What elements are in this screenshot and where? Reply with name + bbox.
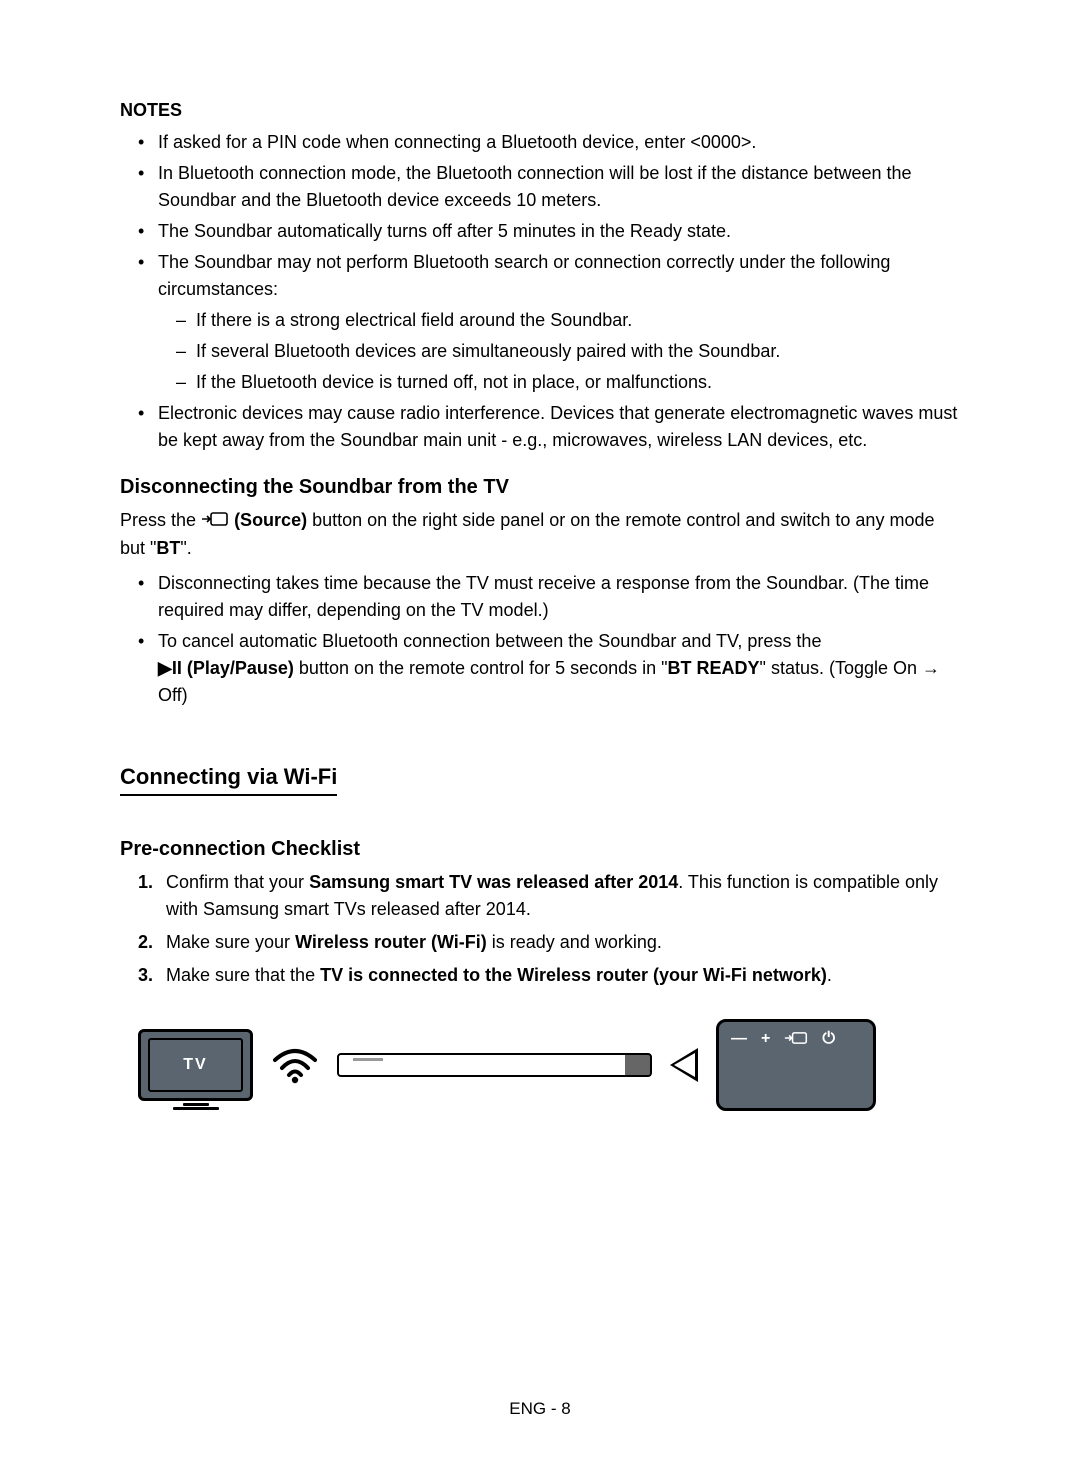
tv-device: TV <box>138 1029 253 1101</box>
disconnect-item: Disconnecting takes time because the TV … <box>138 570 960 624</box>
control-panel: — + ⏻ <box>716 1019 876 1111</box>
disconnect-paragraph: Press the (Source) button on the right s… <box>120 507 960 562</box>
soundbar-device <box>337 1053 652 1077</box>
tv-label: TV <box>148 1038 243 1092</box>
notes-item: In Bluetooth connection mode, the Blueto… <box>138 160 960 214</box>
volume-plus-icon: + <box>761 1030 770 1048</box>
wifi-icon <box>271 1046 319 1084</box>
notes-subitem: If the Bluetooth device is turned off, n… <box>176 369 960 396</box>
notes-item: The Soundbar may not perform Bluetooth s… <box>138 249 960 396</box>
text-fragment: To cancel automatic Bluetooth connection… <box>158 631 821 651</box>
text-fragment: . <box>827 965 832 985</box>
text-fragment: is ready and working. <box>487 932 662 952</box>
disconnect-item: To cancel automatic Bluetooth connection… <box>138 628 960 709</box>
notes-item-text: The Soundbar may not perform Bluetooth s… <box>158 252 890 299</box>
notes-item: If asked for a PIN code when connecting … <box>138 129 960 156</box>
notes-item: Electronic devices may cause radio inter… <box>138 400 960 454</box>
checklist-heading: Pre-connection Checklist <box>120 838 960 861</box>
notes-subitem: If there is a strong electrical field ar… <box>176 307 960 334</box>
text-fragment: button on the remote control for 5 secon… <box>299 658 668 678</box>
notes-heading: NOTES <box>120 100 960 121</box>
bold-fragment: Wireless router (Wi-Fi) <box>295 932 487 952</box>
bold-fragment: TV is connected to the Wireless router (… <box>320 965 827 985</box>
volume-minus-icon: — <box>731 1030 747 1048</box>
bt-label: BT <box>156 538 180 558</box>
play-pause-label: ▶II (Play/Pause) <box>158 658 294 678</box>
source-icon <box>201 508 229 535</box>
text-fragment: Make sure that the <box>166 965 320 985</box>
disconnect-list: Disconnecting takes time because the TV … <box>138 570 960 709</box>
text-fragment: Confirm that your <box>166 872 309 892</box>
wifi-section-heading: Connecting via Wi-Fi <box>120 764 337 796</box>
btready-label: BT READY <box>668 658 760 678</box>
bold-fragment: Samsung smart TV was released after 2014 <box>309 872 678 892</box>
checklist: Confirm that your Samsung smart TV was r… <box>138 869 960 989</box>
text-fragment: Press the <box>120 510 201 530</box>
checklist-item: Confirm that your Samsung smart TV was r… <box>138 869 960 923</box>
notes-sublist: If there is a strong electrical field ar… <box>176 307 960 396</box>
text-fragment: ". <box>180 538 191 558</box>
text-fragment: Make sure your <box>166 932 295 952</box>
notes-subitem: If several Bluetooth devices are simulta… <box>176 338 960 365</box>
source-icon <box>784 1030 808 1051</box>
disconnect-heading: Disconnecting the Soundbar from the TV <box>120 476 960 499</box>
notes-item: The Soundbar automatically turns off aft… <box>138 218 960 245</box>
source-label: (Source) <box>234 510 307 530</box>
checklist-item: Make sure that the TV is connected to th… <box>138 962 960 989</box>
notes-list: If asked for a PIN code when connecting … <box>138 129 960 454</box>
checklist-item: Make sure your Wireless router (Wi-Fi) i… <box>138 929 960 956</box>
page-footer: ENG - 8 <box>0 1399 1080 1419</box>
power-icon: ⏻ <box>822 1030 835 1048</box>
connector-arrow <box>670 1048 698 1082</box>
connection-diagram: TV — + ⏻ <box>138 1019 960 1111</box>
